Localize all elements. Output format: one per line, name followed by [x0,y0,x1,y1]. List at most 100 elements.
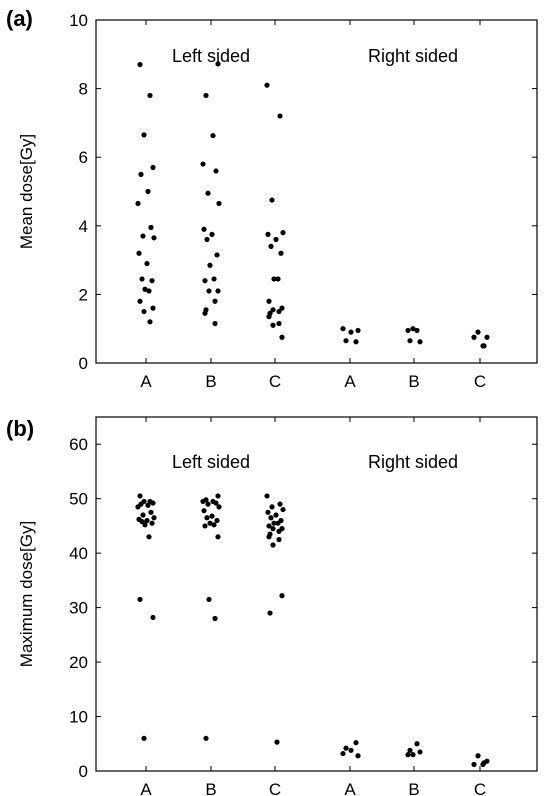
data-point [280,506,286,513]
x-tick-label: A [344,372,356,391]
data-point [138,171,144,177]
y-tick-label: 20 [69,653,88,672]
x-tick-label: B [408,372,419,391]
data-point [471,334,477,340]
data-point [140,512,146,518]
data-point [414,741,420,747]
data-point [273,236,279,243]
data-point [206,596,212,603]
panel-a: (a) 0 2 4 6 8 10 Mean dose[Gy] A B C A B C Left sided R… [6,6,538,391]
data-point [137,596,143,603]
y-tick-label: 0 [79,762,88,781]
data-point [204,515,210,521]
x-tick-label: C [474,372,486,391]
data-point [271,520,277,526]
data-point [410,752,416,758]
data-point [211,276,217,282]
data-point [200,498,206,505]
x-tick-label: C [269,372,281,391]
data-point [353,339,359,345]
data-point [214,517,220,524]
y-tick-label: 4 [79,217,88,236]
data-point [207,520,213,526]
data-point [407,338,413,344]
data-point [265,231,271,237]
data-point [147,319,153,325]
data-point [203,735,209,741]
data-point [209,231,215,237]
data-point [135,200,141,207]
data-point [215,288,221,294]
data-point [270,322,276,328]
y-tick-label: 50 [69,490,88,509]
data-point [355,327,361,334]
x-tick-label: B [205,372,216,391]
y-axis-label: Mean dose[Gy] [17,134,36,249]
group-label: Left sided [172,46,250,66]
data-point [145,188,151,195]
data-point [279,305,285,311]
data-point [276,308,282,315]
data-point [268,243,274,249]
x-tick-label: C [474,780,486,796]
data-point [348,747,354,753]
data-point [405,752,411,758]
data-point [410,326,416,332]
data-point [343,745,349,751]
data-point [340,750,346,757]
x-tick-label: A [344,780,356,796]
data-point [150,614,156,621]
data-point [270,526,276,532]
data-point [149,520,155,526]
data-point [148,509,154,515]
data-point [140,233,146,239]
data-point [417,749,423,755]
data-point [265,509,271,515]
y-tick-label: 30 [69,599,88,618]
data-point [405,327,411,334]
data-point [141,308,147,315]
data-point [269,197,275,203]
data-point [144,260,150,267]
data-point [407,747,413,753]
data-point [141,735,147,741]
data-point [200,161,206,167]
data-point [139,518,145,525]
data-point [277,113,283,119]
x-tick-label: B [205,780,216,796]
y-tick-label: 8 [79,80,88,99]
data-point [274,739,280,745]
y-axis-label: Maximum dose[Gy] [17,521,36,667]
data-point [270,542,276,548]
data-point [212,298,218,304]
data-point [266,314,272,320]
data-point [213,500,219,506]
data-point [279,593,285,599]
data-point [269,504,275,510]
data-point [215,61,221,67]
data-point [147,92,153,99]
data-point [150,305,156,311]
data-point [137,298,143,304]
data-point [148,224,154,231]
data-point [348,329,354,335]
plot-area-frame [95,416,538,772]
data-point [267,610,273,616]
data-point [343,338,349,344]
data-point [481,343,487,349]
data-point [151,515,157,521]
data-point [355,753,361,759]
data-point [213,168,219,174]
data-point [475,329,481,335]
data-point [137,493,143,499]
data-point [142,522,148,528]
data-point [264,82,270,88]
data-point [414,327,420,334]
data-point [202,523,208,529]
y-tick-label: 10 [69,11,88,30]
data-point [150,164,156,171]
data-point [266,298,272,304]
data-point [273,512,279,518]
data-point [150,500,156,506]
data-point [149,278,155,284]
